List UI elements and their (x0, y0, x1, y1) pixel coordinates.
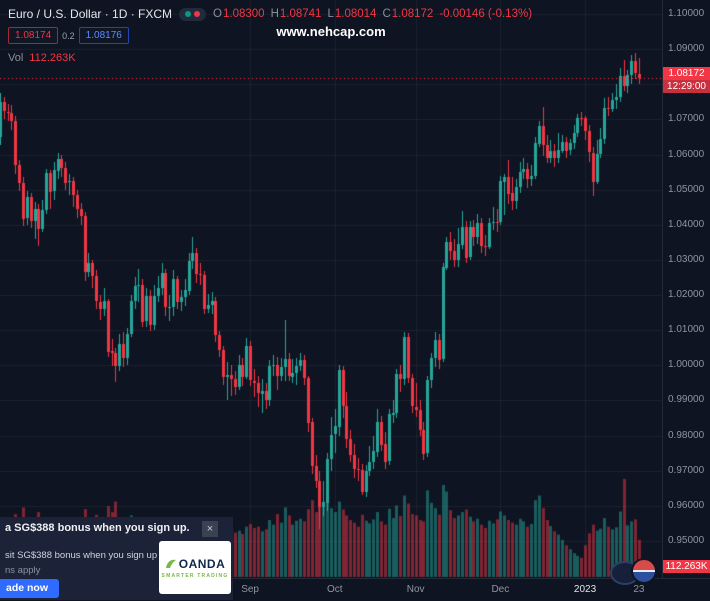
time-axis-label: Nov (406, 584, 425, 595)
close-label: C (382, 8, 391, 20)
spread-value: 0.2 (62, 30, 75, 41)
site-watermark: www.nehcap.com (276, 24, 386, 39)
price-axis-label: 0.96000 (668, 499, 705, 511)
low-pair: L 1.08014 (327, 8, 376, 20)
ad-banner[interactable]: a SG$388 bonus when you sign up. × sit S… (0, 517, 233, 600)
open-pair: O 1.08300 (213, 8, 265, 20)
change-value: -0.00146 (-0.13%) (439, 8, 533, 20)
round-badge-logo-icon (631, 558, 657, 584)
sell-button[interactable]: 1.08174 (8, 27, 59, 44)
time-axis-label: 2023 (573, 584, 597, 595)
low-label: L (327, 8, 334, 20)
price-axis-label: 0.97000 (668, 464, 705, 476)
ad-brand-tagline: SMARTER TRADING (161, 572, 229, 579)
price-axis-label: 0.98000 (668, 429, 705, 441)
current-price-badge: 1.08172 12:29:00 (663, 67, 710, 94)
time-axis-label: Dec (491, 584, 510, 595)
price-axis-label: 1.02000 (668, 289, 705, 301)
time-axis[interactable]: Sep Oct Nov Dec 2023 23 (0, 578, 710, 601)
symbol-title[interactable]: Euro / U.S. Dollar · 1D · FXCM (8, 7, 173, 21)
volume-axis-badge: 112.263K (663, 560, 710, 573)
high-pair: H 1.08741 (271, 8, 322, 20)
status-dot-green-icon (185, 11, 192, 17)
trade-buttons: 1.08174 0.2 1.08176 (8, 27, 129, 44)
price-axis-label: 1.05000 (668, 183, 705, 195)
time-axis-label: Sep (241, 584, 259, 595)
ad-subtext: sit SG$388 bonus when you sign up. (5, 550, 157, 561)
price-axis-label: 1.10000 (668, 8, 705, 19)
close-value: 1.08172 (391, 8, 434, 20)
volume-indicator: Vol 112.263K (8, 52, 76, 64)
price-axis-label: 1.07000 (668, 113, 705, 125)
price-axis-label: 1.03000 (668, 253, 705, 265)
low-value: 1.08014 (334, 8, 377, 20)
ohlc-values: O 1.08300 H 1.08741 L 1.08014 C 1.08172 -0.0… (213, 8, 532, 20)
open-label: O (213, 8, 222, 20)
current-price-value: 1.08172 (663, 67, 710, 81)
price-axis-label: 1.00000 (668, 359, 705, 371)
bar-countdown: 12:29:00 (663, 80, 710, 94)
price-axis-label: 1.04000 (668, 218, 705, 230)
price-axis-label: 1.01000 (668, 324, 705, 336)
ad-headline: a SG$388 bonus when you sign up. (5, 522, 190, 534)
time-axis-label: Oct (327, 584, 343, 595)
price-axis-label: 0.95000 (668, 534, 705, 546)
price-axis-label: 0.99000 (668, 394, 705, 406)
market-status-pill[interactable] (179, 7, 207, 21)
symbol-legend: Euro / U.S. Dollar · 1D · FXCM O 1.08300 … (8, 7, 532, 21)
ad-brand-name: OANDA (178, 556, 226, 571)
price-axis-label: 1.09000 (668, 43, 705, 55)
volume-value: 112.263K (29, 52, 76, 64)
close-icon: × (206, 522, 214, 535)
ad-terms: ns apply (5, 565, 41, 576)
volume-label: Vol (8, 52, 24, 64)
price-axis[interactable]: 1.100001.090001.080001.070001.060001.050… (662, 0, 710, 578)
oanda-logo-icon (165, 559, 176, 568)
ad-brand-card[interactable]: OANDA SMARTER TRADING (159, 541, 231, 594)
close-pair: C 1.08172 (382, 8, 433, 20)
buy-button[interactable]: 1.08176 (78, 27, 129, 44)
ad-close-button[interactable]: × (202, 521, 218, 537)
high-label: H (270, 8, 279, 20)
time-axis-label: 23 (633, 584, 645, 595)
ad-trade-now-button[interactable]: ade now (0, 579, 60, 598)
status-dot-red-icon (194, 11, 201, 17)
open-value: 1.08300 (222, 8, 265, 20)
price-axis-label: 1.06000 (668, 148, 705, 160)
high-value: 1.08741 (279, 8, 322, 20)
